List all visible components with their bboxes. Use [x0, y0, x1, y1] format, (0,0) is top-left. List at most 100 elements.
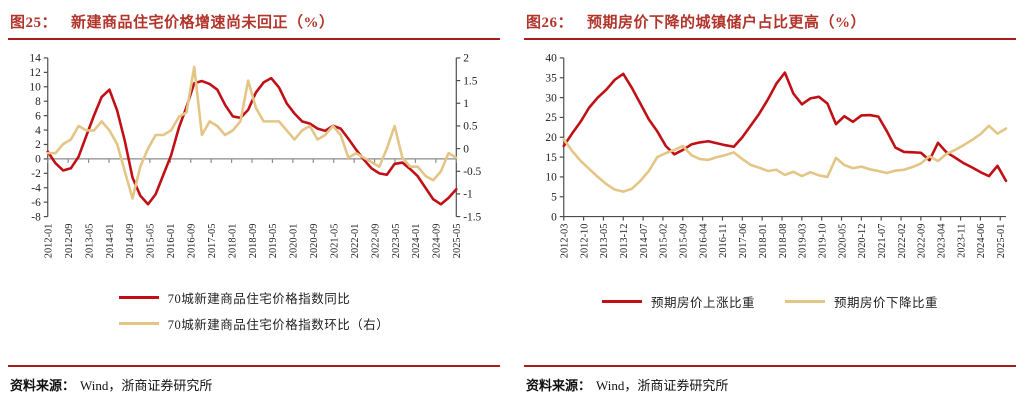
figure-26-number: 图26： — [526, 15, 574, 31]
figure-25-panel: 图25： 新建商品住宅价格增速尚未回正（%） 14 12 10 8 6 4 2 0 -2 -4 -6-… — [8, 8, 500, 394]
figure-25-title: 图25： 新建商品住宅价格增速尚未回正（%） — [8, 8, 500, 38]
svg-text:2018-09: 2018-09 — [248, 224, 259, 259]
figure-25-title-rule — [8, 38, 500, 40]
svg-text:2014-07: 2014-07 — [639, 224, 650, 259]
svg-text:0: 0 — [35, 154, 41, 166]
svg-text:-0.5: -0.5 — [463, 166, 481, 178]
svg-text:2021-05: 2021-05 — [329, 224, 340, 259]
expect-rise-line-swatch — [601, 300, 642, 303]
svg-text:8: 8 — [35, 96, 41, 108]
svg-text:2020-05: 2020-05 — [837, 224, 848, 259]
svg-text:30: 30 — [545, 92, 557, 104]
svg-text:10: 10 — [545, 172, 557, 184]
svg-text:6: 6 — [35, 110, 41, 122]
svg-text:2024-01: 2024-01 — [411, 224, 422, 259]
svg-text:-1.5: -1.5 — [463, 211, 481, 223]
figure-25-heading: 新建商品住宅价格增速尚未回正（%） — [71, 15, 335, 31]
svg-text:2016-01: 2016-01 — [166, 224, 177, 259]
figure-26-source-text: Wind，浙商证券研究所 — [596, 378, 729, 393]
svg-text:2023-11: 2023-11 — [956, 224, 967, 258]
svg-text:2024-09: 2024-09 — [432, 224, 443, 259]
svg-text:2016-11: 2016-11 — [718, 224, 729, 258]
svg-text:2018-01: 2018-01 — [227, 224, 238, 259]
expect-fall-line-swatch — [785, 300, 825, 303]
svg-text:2022-09: 2022-09 — [917, 224, 928, 259]
svg-text:2014-09: 2014-09 — [125, 224, 136, 259]
svg-text:2015-09: 2015-09 — [679, 224, 690, 259]
svg-text:2017-05: 2017-05 — [207, 224, 218, 259]
legend-item-yoy: 70城新建商品住宅价格指数同比 — [118, 288, 390, 307]
svg-text:2021-07: 2021-07 — [877, 224, 888, 259]
svg-text:-8: -8 — [31, 211, 41, 223]
svg-text:2019-03: 2019-03 — [798, 224, 809, 259]
svg-text:10: 10 — [29, 82, 41, 94]
figure-26-title: 图26： 预期房价下降的城镇储户占比更高（%） — [524, 8, 1016, 38]
figure-25-legend: 70城新建商品住宅价格指数同比 70城新建商品住宅价格指数环比（右） — [118, 288, 390, 333]
svg-text:25: 25 — [545, 112, 557, 124]
figure-26-title-rule — [524, 38, 1016, 40]
svg-text:-1: -1 — [463, 189, 473, 201]
figure-26-source: 资料来源： Wind，浙商证券研究所 — [524, 367, 1016, 394]
svg-text:-4: -4 — [31, 183, 41, 195]
svg-text:2017-06: 2017-06 — [738, 224, 749, 259]
svg-text:2: 2 — [35, 139, 41, 151]
figure-26-source-label: 资料来源： — [526, 378, 592, 393]
svg-text:1: 1 — [463, 98, 469, 110]
figure-25-chart: 14121086420-2-4-6-821.510.50-0.5-1-1.520… — [29, 53, 481, 259]
figure-26-footer: 资料来源： Wind，浙商证券研究所 — [524, 365, 1016, 394]
mom-legend-label: 70城新建商品住宅价格指数环比（右） — [167, 318, 390, 332]
legend-item-expect-fall: 预期房价下降比重 — [785, 292, 938, 311]
svg-text:2023-04: 2023-04 — [936, 223, 947, 258]
svg-text:2016-09: 2016-09 — [187, 224, 198, 259]
svg-text:2023-05: 2023-05 — [391, 224, 402, 259]
svg-text:2018-01: 2018-01 — [758, 224, 769, 259]
svg-text:2: 2 — [463, 53, 469, 65]
svg-text:2012-09: 2012-09 — [64, 224, 75, 259]
svg-text:2019-05: 2019-05 — [268, 224, 279, 259]
svg-text:20: 20 — [545, 132, 557, 144]
svg-text:2022-09: 2022-09 — [370, 224, 381, 259]
svg-text:12: 12 — [29, 67, 41, 79]
svg-text:2013-05: 2013-05 — [84, 224, 95, 259]
figure-26-footer-rule — [524, 365, 1016, 367]
svg-text:2012-01: 2012-01 — [44, 224, 55, 259]
yoy-line-swatch — [118, 296, 159, 299]
figure-26-legend: 预期房价上涨比重 预期房价下降比重 — [524, 292, 1016, 311]
yoy-legend-label: 70城新建商品住宅价格指数同比 — [167, 292, 351, 306]
svg-text:1.5: 1.5 — [463, 75, 478, 87]
figure-26-panel: 图26： 预期房价下降的城镇储户占比更高（%） 40 35 30 25 20 15 10 5 0 2… — [524, 8, 1016, 394]
legend-item-expect-rise: 预期房价上涨比重 — [601, 292, 755, 311]
figure-25-source-text: Wind，浙商证券研究所 — [80, 378, 213, 393]
figure-25-source: 资料来源： Wind，浙商证券研究所 — [8, 367, 500, 394]
svg-text:2015-02: 2015-02 — [659, 224, 670, 259]
figure-26-heading: 预期房价下降的城镇储户占比更高（%） — [587, 15, 867, 31]
svg-text:-2: -2 — [31, 168, 41, 180]
svg-text:2013-05: 2013-05 — [599, 224, 610, 259]
svg-text:40: 40 — [545, 53, 557, 65]
mom-line-swatch — [118, 322, 159, 325]
svg-text:2020-01: 2020-01 — [289, 224, 300, 259]
svg-text:35: 35 — [545, 73, 557, 85]
svg-text:0.5: 0.5 — [463, 121, 478, 133]
svg-text:2012-03: 2012-03 — [560, 224, 571, 259]
svg-text:2012-10: 2012-10 — [579, 224, 590, 259]
svg-text:15: 15 — [545, 152, 557, 164]
svg-text:-6: -6 — [31, 197, 41, 209]
svg-text:2019-10: 2019-10 — [817, 224, 828, 259]
expect-fall-legend-label: 预期房价下降比重 — [834, 296, 939, 310]
svg-text:14: 14 — [29, 53, 41, 65]
svg-text:2020-12: 2020-12 — [857, 224, 868, 259]
svg-text:2022-01: 2022-01 — [350, 224, 361, 259]
svg-text:2025-05: 2025-05 — [452, 224, 463, 259]
svg-text:2015-05: 2015-05 — [146, 224, 157, 259]
svg-text:5: 5 — [551, 192, 557, 204]
figure-25-source-label: 资料来源： — [10, 378, 76, 393]
legend-item-mom: 70城新建商品住宅价格指数环比（右） — [118, 314, 390, 333]
expect-rise-legend-label: 预期房价上涨比重 — [650, 296, 755, 310]
figure-25-footer-rule — [8, 365, 500, 367]
svg-text:0: 0 — [463, 143, 469, 155]
svg-text:2022-02: 2022-02 — [897, 224, 908, 259]
figure-25-footer: 资料来源： Wind，浙商证券研究所 — [8, 365, 500, 394]
